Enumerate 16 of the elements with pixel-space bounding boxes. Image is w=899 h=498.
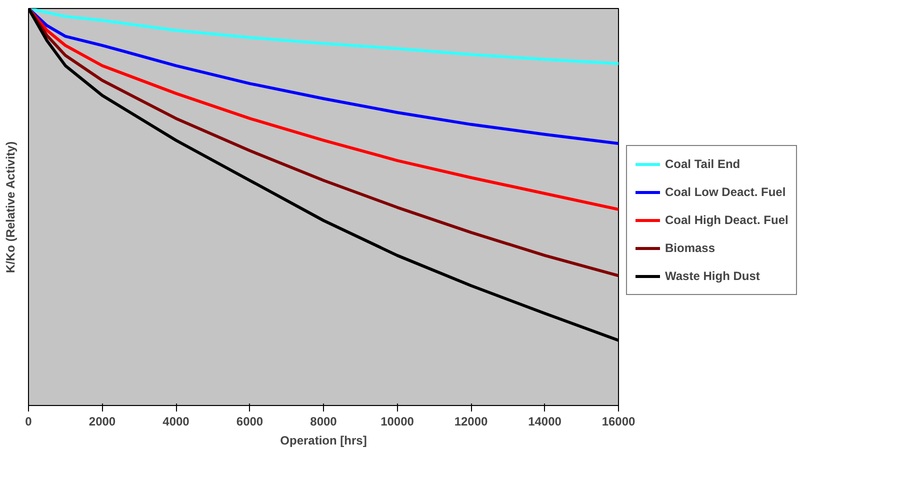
legend-label: Waste High Dust (665, 269, 760, 283)
x-tick-label: 12000 (454, 414, 488, 428)
x-axis-title: Operation [hrs] (280, 434, 367, 448)
legend-label: Coal High Deact. Fuel (665, 213, 788, 227)
x-tick-label: 16000 (602, 414, 636, 428)
x-tick-label: 10000 (380, 414, 414, 428)
x-tick-label: 4000 (162, 414, 190, 428)
legend-label: Biomass (665, 241, 716, 255)
legend-label: Coal Tail End (665, 157, 740, 171)
y-axis-title: K/Ko (Relative Activity) (4, 141, 18, 274)
x-tick-label: 2000 (88, 414, 116, 428)
x-tick-label: 14000 (528, 414, 562, 428)
legend-label: Coal Low Deact. Fuel (665, 185, 786, 199)
x-tick-label: 6000 (236, 414, 264, 428)
x-tick-label: 8000 (310, 414, 338, 428)
x-tick-label: 0 (25, 414, 32, 428)
